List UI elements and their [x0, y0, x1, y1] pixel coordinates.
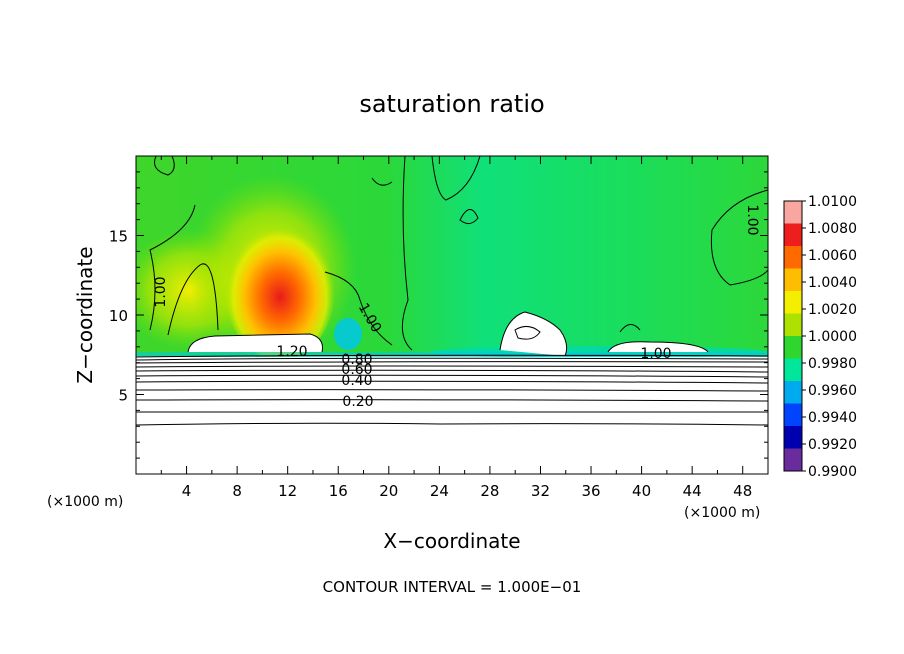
contour-label: 0.40	[341, 373, 372, 389]
white-blob-right	[608, 341, 708, 352]
y-tick-label: 15	[109, 228, 128, 246]
colorbar-segment	[784, 201, 802, 224]
colorbar-label: 1.0060	[808, 248, 857, 264]
contour-interval-note: CONTOUR INTERVAL = 1.000E−01	[323, 578, 582, 596]
x-tick-label: 16	[329, 482, 348, 500]
axis-ticks	[136, 156, 768, 474]
y-tick-label: 5	[118, 387, 128, 405]
x-tick-label: 28	[480, 482, 499, 500]
chart-title: saturation ratio	[359, 90, 544, 118]
y-axis-label: Z−coordinate	[73, 246, 97, 383]
x-tick-label: 40	[632, 482, 651, 500]
x-tick-label: 24	[430, 482, 449, 500]
contour-label: 1.00	[640, 346, 671, 362]
colorbar-segment	[784, 313, 802, 337]
colorbar-label: 0.9920	[808, 437, 857, 453]
colorbar-segment	[784, 336, 802, 359]
x-tick-label: 48	[733, 482, 752, 500]
colorbar-segment	[784, 381, 802, 404]
colorbar-segment	[784, 291, 802, 314]
colorbar-label: 1.0020	[808, 302, 857, 318]
colorbar	[783, 200, 806, 472]
field-low-region	[136, 357, 768, 474]
x-axis-label: X−coordinate	[383, 529, 520, 553]
colorbar-label: 0.9980	[808, 356, 857, 372]
x-tick-label: 20	[379, 482, 398, 500]
x-tick-label: 4	[182, 482, 192, 500]
x-tick-label: 32	[531, 482, 550, 500]
colorbar-segment	[784, 246, 802, 269]
contour-label: 0.20	[342, 394, 373, 410]
colorbar-segment	[784, 223, 802, 247]
colorbar-segment	[784, 426, 802, 449]
colorbar-label: 0.9900	[808, 464, 857, 480]
contour-label: 1.00	[744, 204, 760, 235]
white-blob-left	[188, 334, 323, 352]
hot-core	[225, 220, 335, 360]
x-axis-unit: (×1000 m)	[684, 505, 760, 521]
y-tick-labels: 5 10 15	[109, 228, 128, 405]
y-axis-unit: (×1000 m)	[47, 494, 123, 510]
colorbar-segment	[784, 358, 802, 382]
colorbar-segment	[784, 268, 802, 292]
contour-lines-stacked	[136, 354, 768, 426]
colorbar-segment	[784, 448, 802, 472]
contour-label: 1.20	[276, 344, 307, 360]
y-tick-label: 10	[109, 307, 128, 325]
colorbar-label: 1.0040	[808, 275, 857, 291]
colorbar-label: 0.9960	[808, 383, 857, 399]
colorbar-label: 1.0000	[808, 329, 857, 345]
contour-label: 0.80	[341, 352, 372, 368]
contour-label: 0.60	[341, 362, 372, 378]
colorbar-label: 1.0080	[808, 221, 857, 237]
white-blob-mid	[500, 312, 567, 356]
x-tick-labels: 4 8 12 16 20 24 28 32 36 40 44 48	[182, 482, 752, 500]
contour-lines-upper	[149, 156, 768, 357]
colorbar-segment	[784, 403, 802, 427]
colorbar-labels: 1.0100 1.0080 1.0060 1.0040 1.0020 1.0000 0.99…	[808, 194, 857, 480]
x-tick-label: 36	[581, 482, 600, 500]
colorbar-label: 1.0100	[808, 194, 857, 210]
x-tick-label: 8	[232, 482, 242, 500]
heatmap-field	[136, 156, 768, 474]
x-tick-label: 12	[278, 482, 297, 500]
cool-spot	[334, 318, 362, 350]
contour-labels: 1.00 1.00 1.00 1.20 0.80 0.60 0.40 0.20 …	[153, 204, 760, 410]
x-tick-label: 44	[683, 482, 702, 500]
colorbar-label: 0.9940	[808, 410, 857, 426]
edge-strip	[136, 352, 768, 357]
contour-label: 1.00	[153, 276, 169, 307]
